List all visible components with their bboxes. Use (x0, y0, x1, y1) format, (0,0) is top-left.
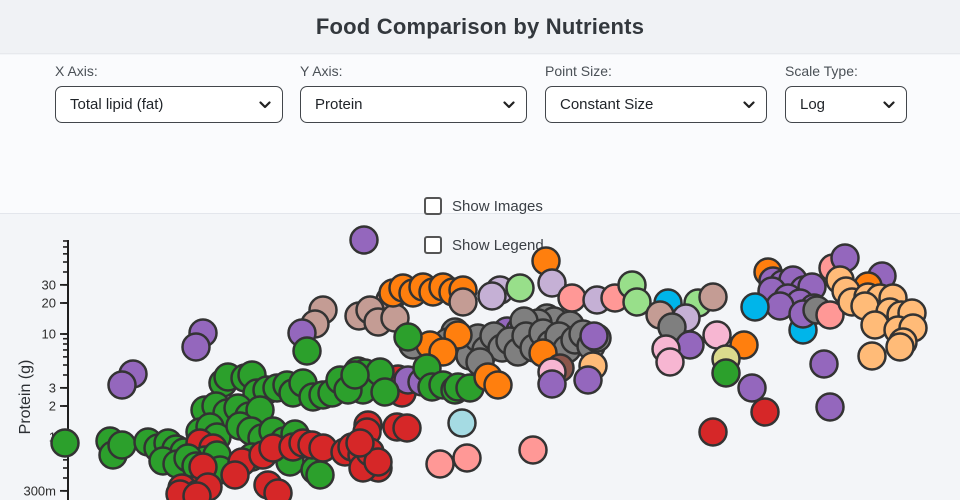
data-point[interactable] (107, 370, 137, 400)
data-point[interactable] (740, 292, 770, 322)
data-point[interactable] (518, 435, 548, 465)
show-legend-checkbox-row[interactable]: Show Legend (424, 236, 544, 254)
y-axis-select[interactable]: Protein (300, 86, 527, 123)
data-point[interactable] (340, 360, 370, 390)
y-axis-tick-label: 2 (49, 398, 56, 413)
data-point[interactable] (737, 373, 767, 403)
point-size-label: Point Size: (545, 63, 612, 79)
data-point[interactable] (809, 349, 839, 379)
data-point[interactable] (815, 392, 845, 422)
show-images-label: Show Images (452, 197, 543, 215)
data-point[interactable] (448, 287, 478, 317)
scale-type-control: Scale Type: Log (785, 63, 907, 123)
data-point[interactable] (50, 428, 80, 458)
y-axis-tick-label: 20 (42, 295, 56, 310)
y-axis-tick-label: 30 (42, 277, 56, 292)
data-point[interactable] (885, 332, 915, 362)
x-axis-control: X Axis: Total lipid (fat) (55, 63, 283, 123)
data-point[interactable] (181, 332, 211, 362)
show-legend-label: Show Legend (452, 236, 544, 254)
y-axis-tick-label: 300m (23, 483, 56, 498)
scale-type-label: Scale Type: (785, 63, 858, 79)
scatter-plot-canvas: 302010321300mProtein (g) (17, 225, 928, 500)
y-axis-title: Protein (g) (17, 360, 34, 435)
data-point[interactable] (447, 408, 477, 438)
data-point[interactable] (392, 413, 422, 443)
data-point[interactable] (483, 370, 513, 400)
controls-panel: X Axis: Total lipid (fat) Y Axis: Protei… (0, 55, 960, 254)
data-point[interactable] (711, 358, 741, 388)
scatter-chart: 302010321300mProtein (g) (0, 215, 960, 500)
page-title: Food Comparison by Nutrients (315, 13, 645, 39)
data-point[interactable] (425, 449, 455, 479)
data-point[interactable] (698, 282, 728, 312)
data-point[interactable] (537, 268, 567, 298)
data-point[interactable] (263, 478, 293, 500)
point-size-select[interactable]: Constant Size (545, 86, 767, 123)
y-axis-tick-label: 3 (49, 380, 56, 395)
data-point[interactable] (698, 417, 728, 447)
data-point[interactable] (557, 283, 587, 313)
scale-type-select[interactable]: Log (785, 86, 907, 123)
x-axis-select[interactable]: Total lipid (fat) (55, 86, 283, 123)
show-images-checkbox[interactable] (424, 197, 442, 215)
data-point[interactable] (579, 321, 609, 351)
show-legend-checkbox[interactable] (424, 236, 442, 254)
data-point[interactable] (305, 460, 335, 490)
data-point[interactable] (393, 322, 423, 352)
y-axis-label: Y Axis: (300, 63, 343, 79)
point-size-control: Point Size: Constant Size (545, 63, 767, 123)
data-point[interactable] (349, 225, 379, 255)
data-point[interactable] (107, 430, 137, 460)
data-point[interactable] (622, 287, 652, 317)
data-point[interactable] (370, 377, 400, 407)
y-axis-tick-label: 10 (42, 327, 56, 342)
data-point[interactable] (345, 428, 375, 458)
data-point[interactable] (477, 281, 507, 311)
data-point[interactable] (452, 443, 482, 473)
data-point[interactable] (815, 300, 845, 330)
data-point[interactable] (857, 341, 887, 371)
data-point[interactable] (750, 397, 780, 427)
show-images-checkbox-row[interactable]: Show Images (424, 197, 543, 215)
data-point[interactable] (220, 460, 250, 490)
app-header: Food Comparison by Nutrients (0, 0, 960, 54)
data-point[interactable] (292, 336, 322, 366)
y-axis-control: Y Axis: Protein (300, 63, 527, 123)
data-point[interactable] (573, 365, 603, 395)
data-point[interactable] (182, 481, 212, 500)
data-point[interactable] (505, 273, 535, 303)
data-point[interactable] (655, 347, 685, 377)
data-point[interactable] (363, 447, 393, 477)
data-point[interactable] (537, 369, 567, 399)
x-axis-label: X Axis: (55, 63, 98, 79)
